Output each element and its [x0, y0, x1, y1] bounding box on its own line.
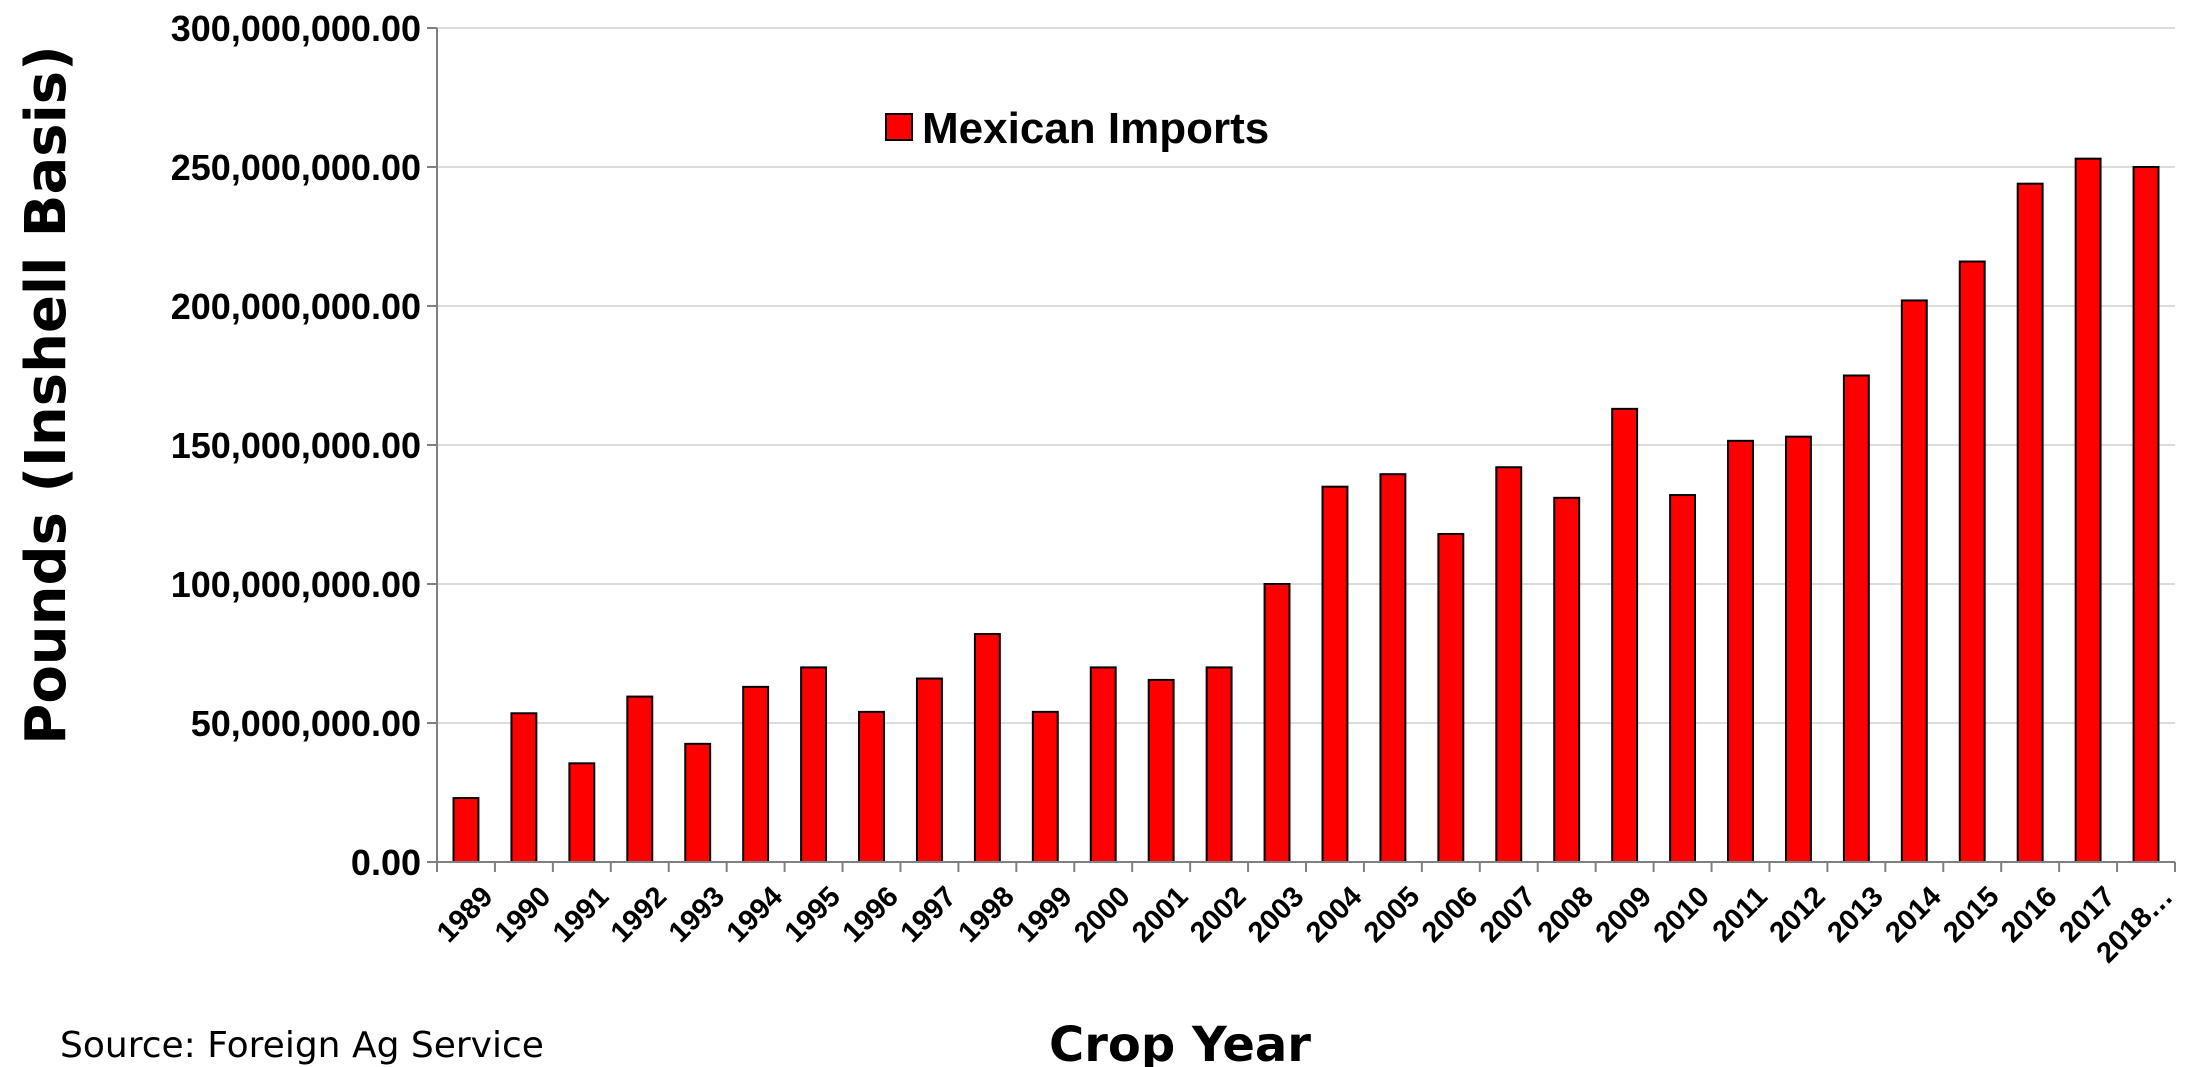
- bar: [1089, 666, 1117, 864]
- x-tick-label: 2003: [1242, 881, 1310, 949]
- x-tick-label: 2009: [1590, 881, 1658, 949]
- x-tick-label: 2002: [1184, 881, 1252, 949]
- x-tick-label: 2008: [1532, 881, 1600, 949]
- y-tick-label: 200,000,000.00: [171, 286, 421, 327]
- bar: [510, 712, 538, 864]
- bar: [2016, 182, 2044, 863]
- y-tick-label: 100,000,000.00: [171, 564, 421, 605]
- x-axis-title: Crop Year: [1049, 1017, 1311, 1067]
- bar: [1263, 583, 1291, 863]
- bar: [1900, 299, 1928, 863]
- x-tick-label: 2001: [1126, 881, 1194, 949]
- bar: [2132, 166, 2160, 863]
- source-note: Source: Foreign Ag Service: [60, 1025, 544, 1066]
- bar: [1669, 494, 1697, 863]
- x-tick-label: 1998: [952, 881, 1020, 949]
- bar: [452, 797, 480, 863]
- x-tick-label: 2005: [1358, 881, 1426, 949]
- bar: [1031, 710, 1059, 863]
- y-tick-label: 0.00: [351, 842, 421, 883]
- bar: [684, 742, 712, 863]
- bar: [1437, 532, 1465, 864]
- x-tick-label: 2015: [1937, 881, 2005, 949]
- x-tick-label: 2006: [1416, 881, 1484, 949]
- bar: [1727, 439, 1754, 863]
- bar: [2074, 157, 2102, 864]
- x-tick-label: 2014: [1879, 881, 1947, 949]
- bars: [452, 157, 2160, 864]
- x-axis-ticks: 1989199019911992199319941995199619971998…: [431, 862, 2179, 969]
- x-tick-label: 2011: [1707, 881, 1774, 948]
- bar: [1553, 496, 1581, 863]
- x-tick-label: 1992: [605, 881, 673, 949]
- x-tick-label: 2012: [1764, 881, 1832, 949]
- x-tick-label: 1989: [431, 881, 499, 949]
- x-tick-label: 2016: [1995, 881, 2063, 949]
- bar: [1842, 374, 1870, 863]
- x-tick-label: 2000: [1068, 881, 1136, 949]
- legend-label: Mexican Imports: [922, 104, 1269, 153]
- x-tick-label: 1999: [1010, 881, 1078, 949]
- y-tick-label: 150,000,000.00: [171, 425, 421, 466]
- bar: [973, 633, 1001, 863]
- x-tick-label: 1990: [489, 881, 557, 949]
- gridlines: [437, 27, 2175, 724]
- x-tick-label: 1994: [721, 881, 789, 949]
- bar: [1495, 466, 1523, 863]
- y-axis-ticks: 0.00 50,000,000.00 100,000,000.00 150,000,0…: [171, 8, 437, 883]
- bar: [1379, 473, 1407, 863]
- legend: Mexican Imports: [885, 104, 1269, 153]
- bar: [1611, 407, 1639, 863]
- y-tick-label: 50,000,000.00: [191, 703, 421, 744]
- bar: [1205, 666, 1233, 864]
- bar: [1784, 435, 1812, 863]
- bar: [568, 762, 596, 863]
- x-tick-label: 1991: [547, 881, 615, 949]
- bar: [742, 685, 770, 863]
- bar: [1958, 260, 1986, 863]
- legend-swatch: [885, 113, 913, 141]
- bar: [858, 710, 885, 863]
- y-tick-label: 300,000,000.00: [171, 8, 421, 49]
- x-tick-label: 2010: [1648, 881, 1716, 949]
- bar: [800, 666, 828, 864]
- y-tick-label: 250,000,000.00: [171, 147, 421, 188]
- x-tick-label: 1993: [663, 881, 731, 949]
- bar: [1147, 678, 1175, 863]
- x-tick-label: 1995: [779, 881, 847, 949]
- bar: [626, 695, 654, 864]
- x-tick-label: 1996: [837, 881, 905, 949]
- y-axis-title: Pounds (Inshell Basis): [14, 45, 79, 744]
- x-tick-label: 2013: [1821, 881, 1889, 949]
- x-tick-label: 1997: [895, 881, 963, 949]
- bar: [1321, 485, 1349, 863]
- x-tick-label: 2004: [1300, 881, 1368, 949]
- x-tick-label: 2007: [1474, 881, 1542, 949]
- bar: [915, 677, 943, 864]
